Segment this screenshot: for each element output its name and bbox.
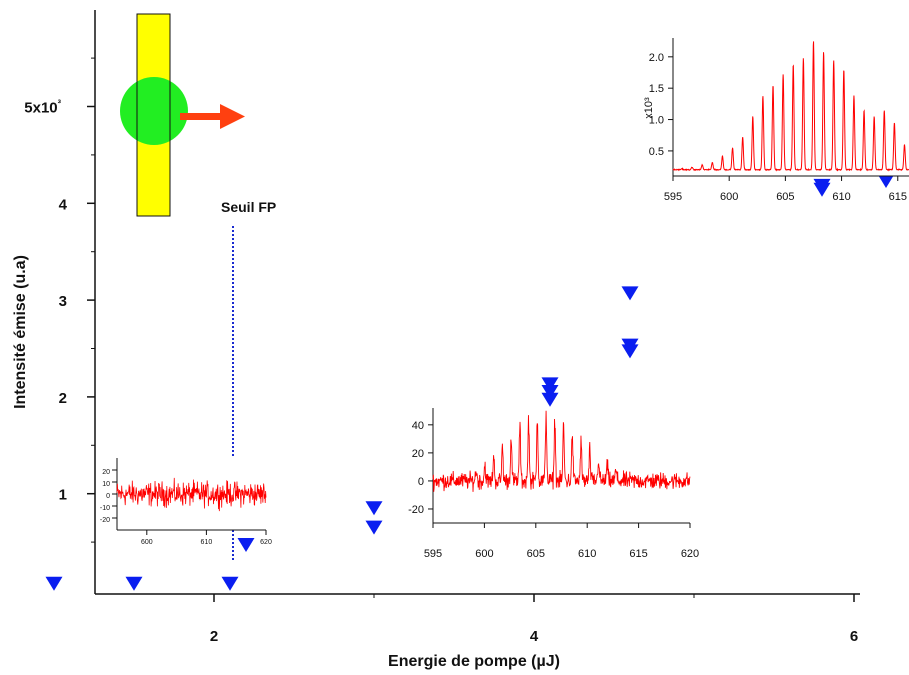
x-axis-label: Energie de pompe (µJ)	[388, 653, 560, 670]
data-point	[541, 377, 559, 392]
device-illustration	[120, 13, 245, 217]
inset-x-tick-label: 610	[832, 191, 850, 203]
y-tick-label: 4	[59, 196, 68, 213]
inset-y-tick-label: 2.0	[649, 52, 664, 64]
x-tick-label: 4	[530, 628, 539, 645]
inset-x-tick-label: 605	[527, 548, 545, 560]
inset-x-tick-label: 600	[475, 548, 493, 560]
inset-x-tick-label: 620	[260, 539, 272, 546]
x-tick-label: 2	[210, 628, 218, 645]
data-point	[365, 520, 383, 535]
data-point	[365, 501, 383, 516]
data-point	[237, 538, 255, 553]
x-tick-label: 6	[850, 628, 858, 645]
data-point	[125, 576, 143, 591]
inset-y-tick-label: 0.5	[649, 146, 664, 158]
inset-y-tick-label: -10	[100, 505, 110, 512]
inset-y-tick-label: 1.0	[649, 115, 664, 127]
microdisk	[120, 77, 188, 145]
inset-x-tick-label: 615	[629, 548, 647, 560]
inset-y-tick-label: -20	[100, 517, 110, 524]
data-point	[45, 576, 63, 591]
inset-x-tick-label: 610	[201, 539, 213, 546]
inset-y-axis-label: x10³	[643, 97, 655, 119]
threshold-label: Seuil FP	[221, 199, 276, 215]
main-axes: 24681012345x10³	[24, 10, 860, 645]
inset-x-tick-label: 620	[681, 548, 699, 560]
inset-y-tick-label: 0	[106, 493, 110, 500]
inset-x-tick-label: 600	[720, 191, 738, 203]
data-point	[621, 286, 639, 301]
inset-x-tick-label: 595	[424, 548, 442, 560]
emission-arrowhead	[220, 104, 245, 129]
inset-y-tick-label: 40	[412, 420, 424, 432]
data-point	[541, 385, 559, 400]
inset-x-tick-label: 595	[664, 191, 682, 203]
inset-spectrum-below: 600 610 620 -20 -10 0 10 20	[100, 458, 272, 546]
inset-y-tick-label: 1.5	[649, 83, 664, 95]
inset-spectrum-mid: 595 600 605 610 615 620 -20 0 20 40	[408, 408, 699, 560]
inset-x-tick-label: 605	[776, 191, 794, 203]
inset-y-tick-label: 10	[102, 481, 110, 488]
inset-x-tick-label: 610	[578, 548, 596, 560]
data-point	[813, 182, 831, 197]
inset-background	[673, 38, 909, 176]
data-point	[221, 576, 239, 591]
inset-x-tick-label: 600	[141, 539, 153, 546]
emission-arrow-shaft	[180, 113, 222, 120]
y-tick-label: 3	[59, 293, 67, 310]
inset-background	[433, 408, 690, 523]
inset-spectrum-above: 595 600 605 610 615 0.5 1.0 1.5 2.0 x10³	[643, 38, 909, 203]
data-point	[541, 392, 559, 407]
y-tick-label: 1	[59, 487, 67, 504]
inset-y-tick-label: 20	[412, 448, 424, 460]
inset-x-tick-label: 615	[889, 191, 907, 203]
y-axis-label: Intensité émise (u.a)	[12, 255, 29, 409]
y-tick-label: 2	[59, 390, 67, 407]
inset-y-tick-label: -20	[408, 504, 424, 516]
spectrum-trace	[432, 410, 691, 492]
data-point	[621, 344, 639, 359]
inset-y-tick-label: 0	[418, 476, 424, 488]
y-tick-label: 5x10³	[24, 99, 61, 117]
spectrum-trace	[116, 477, 267, 512]
inset-y-tick-label: 20	[102, 469, 110, 476]
spectrum-trace	[672, 41, 909, 172]
data-point	[877, 174, 895, 189]
